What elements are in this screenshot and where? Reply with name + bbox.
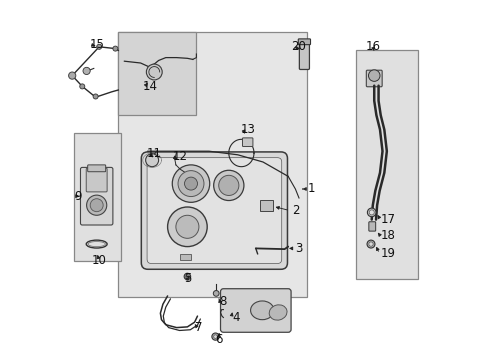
Circle shape [80, 84, 85, 89]
Text: 14: 14 [143, 80, 157, 93]
Text: 8: 8 [219, 295, 226, 308]
FancyBboxPatch shape [369, 222, 376, 231]
Text: 19: 19 [380, 247, 395, 260]
Text: 18: 18 [381, 229, 396, 242]
Text: 3: 3 [295, 242, 303, 255]
Circle shape [186, 275, 189, 278]
FancyBboxPatch shape [88, 165, 106, 172]
Circle shape [214, 170, 244, 201]
Text: 6: 6 [216, 333, 223, 346]
Text: 5: 5 [184, 273, 191, 285]
Circle shape [214, 335, 217, 338]
Circle shape [146, 154, 159, 167]
Circle shape [113, 46, 118, 51]
Text: 7: 7 [195, 321, 202, 334]
Circle shape [83, 67, 90, 75]
Bar [118, 32, 196, 115]
Text: 1: 1 [307, 183, 315, 195]
Text: 17: 17 [381, 213, 396, 226]
Circle shape [97, 44, 102, 49]
Text: 13: 13 [241, 123, 256, 136]
FancyBboxPatch shape [80, 167, 113, 225]
Bar [118, 32, 307, 297]
Circle shape [147, 64, 162, 80]
Circle shape [368, 208, 376, 217]
FancyBboxPatch shape [299, 41, 310, 69]
Circle shape [368, 70, 380, 81]
Text: 4: 4 [232, 311, 240, 324]
Circle shape [168, 207, 207, 247]
FancyBboxPatch shape [147, 158, 282, 264]
Bar [74, 133, 121, 261]
Circle shape [87, 195, 107, 215]
FancyBboxPatch shape [243, 138, 253, 147]
FancyBboxPatch shape [141, 152, 288, 269]
Text: 2: 2 [292, 204, 299, 217]
FancyBboxPatch shape [180, 254, 192, 260]
FancyBboxPatch shape [261, 200, 273, 211]
Bar [356, 50, 418, 279]
Circle shape [178, 171, 204, 197]
Text: 9: 9 [74, 190, 81, 203]
Text: 11: 11 [147, 147, 162, 159]
Circle shape [369, 242, 373, 246]
Text: 10: 10 [92, 255, 107, 267]
FancyBboxPatch shape [298, 39, 311, 45]
Circle shape [69, 72, 76, 79]
Circle shape [184, 273, 191, 280]
Ellipse shape [269, 305, 287, 320]
FancyBboxPatch shape [86, 168, 107, 192]
Circle shape [172, 165, 210, 202]
Text: 15: 15 [90, 39, 104, 51]
Circle shape [176, 215, 199, 238]
FancyBboxPatch shape [220, 289, 291, 332]
Circle shape [185, 177, 197, 190]
Circle shape [213, 291, 219, 296]
Circle shape [90, 199, 103, 212]
Text: 20: 20 [291, 40, 306, 53]
Text: 16: 16 [366, 40, 380, 53]
Circle shape [219, 175, 239, 195]
FancyBboxPatch shape [367, 70, 382, 87]
Text: 12: 12 [172, 150, 187, 163]
Circle shape [367, 240, 375, 248]
Circle shape [212, 333, 219, 340]
Circle shape [369, 210, 374, 215]
Circle shape [93, 94, 98, 99]
Ellipse shape [250, 301, 274, 320]
